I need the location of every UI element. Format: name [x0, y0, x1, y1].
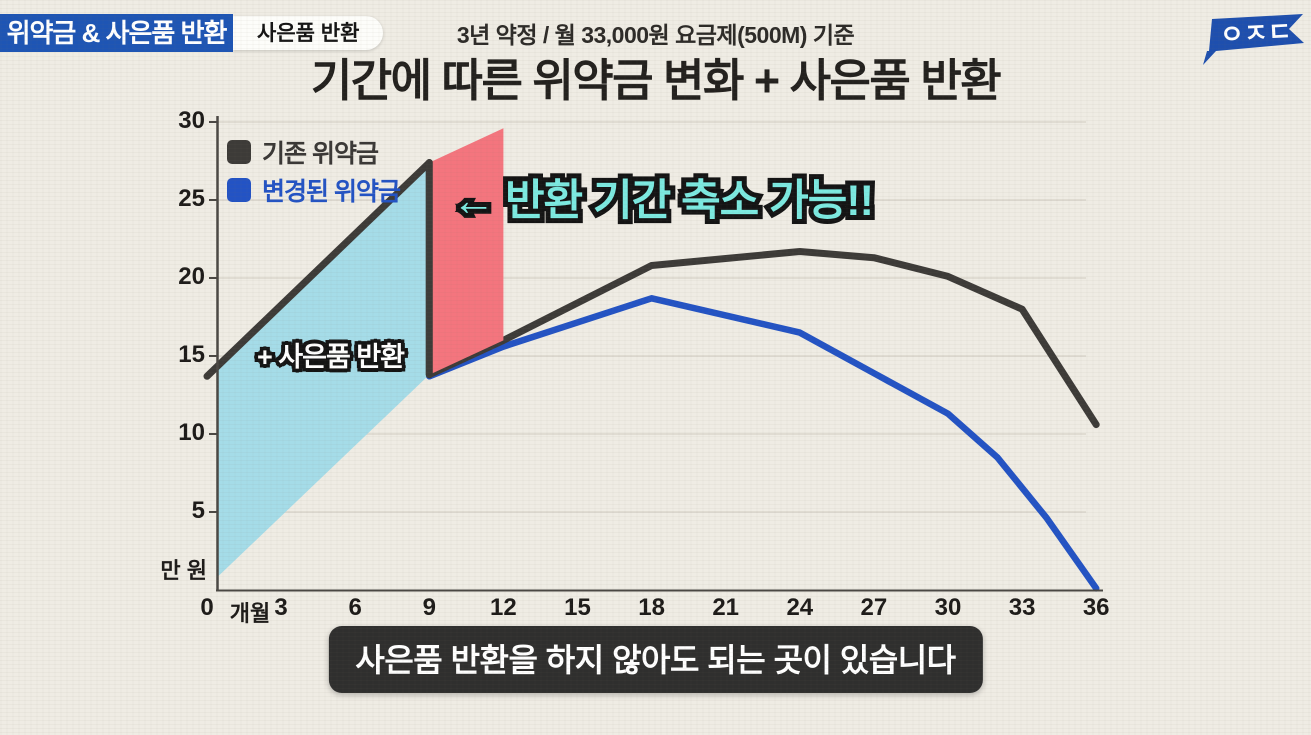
x-tick-label-9: 9 — [422, 594, 436, 621]
y-tick-label-10: 10 — [178, 419, 205, 446]
legend-swatch-changed — [227, 178, 251, 202]
legend-label-changed: 변경된 위약금 — [262, 178, 401, 206]
page-title: 기간에 따른 위약금 변화 + 사은품 반환 — [310, 55, 1002, 106]
subtopic-badge: 사은품 반환 — [233, 16, 384, 50]
reduction-annotation: ← 반환 기간 축소 가능!! — [452, 166, 874, 228]
x-tick-label-21: 21 — [712, 594, 740, 621]
origin-label: 0 — [200, 594, 214, 621]
gift-return-area-label: + 사은품 반환 — [257, 335, 405, 374]
x-tick-label-24: 24 — [786, 594, 814, 621]
x-tick-label-30: 30 — [934, 594, 962, 621]
legend-swatch-existing — [227, 140, 251, 164]
y-tick-label-25: 25 — [178, 185, 205, 212]
x-tick-label-15: 15 — [564, 594, 591, 621]
x-tick-label-3: 3 — [274, 594, 288, 621]
legend-label-existing: 기존 위약금 — [262, 140, 379, 168]
x-tick-label-36: 36 — [1082, 594, 1110, 621]
logo-text: ㅇㅈㄷ — [1219, 16, 1292, 50]
x-tick-label-27: 27 — [860, 594, 888, 621]
x-tick-label-18: 18 — [638, 594, 665, 621]
legend-item-existing: 기존 위약금 — [227, 133, 400, 171]
logo-flag-shape — [1203, 14, 1304, 65]
y-tick-label-5: 5 — [191, 497, 205, 524]
series-line-changed — [426, 295, 1100, 592]
channel-logo: ㅇㅈㄷ — [1203, 14, 1304, 65]
topic-badge: 위약금 & 사은품 반환 — [0, 14, 233, 52]
y-tick-label-20: 20 — [178, 263, 205, 290]
x-tick-label-6: 6 — [348, 594, 362, 621]
x-axis-unit-label: 개월 — [229, 601, 271, 626]
y-tick-label-30: 30 — [178, 107, 205, 134]
legend-item-changed: 변경된 위약금 — [227, 171, 401, 209]
y-axis-unit-label: 만 원 — [160, 558, 207, 583]
plan-condition-subtitle: 3년 약정 / 월 33,000원 요금제(500M) 기준 — [456, 22, 855, 48]
y-tick-label-15: 15 — [178, 341, 205, 368]
x-tick-label-12: 12 — [490, 594, 517, 621]
chart-legend: 기존 위약금 변경된 위약금 — [227, 133, 401, 209]
x-tick-label-33: 33 — [1008, 594, 1036, 621]
subtitle-caption: 사은품 반환을 하지 않아도 되는 곳이 있습니다 — [328, 626, 983, 693]
